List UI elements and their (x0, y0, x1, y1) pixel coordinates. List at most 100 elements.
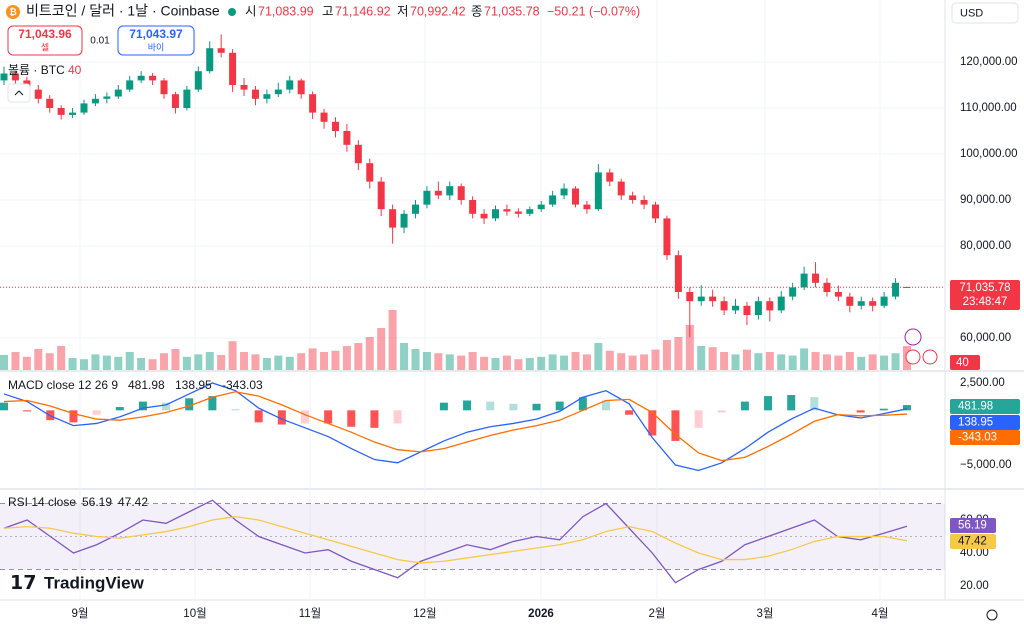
macd-histogram (254, 410, 263, 423)
volume-bar (68, 358, 77, 370)
sell-button[interactable] (7, 25, 83, 56)
h-label: 고 (322, 4, 334, 18)
brand: TradingView (44, 573, 145, 592)
settings-icon[interactable] (986, 609, 998, 621)
volume-bar (697, 346, 706, 370)
candle-body (697, 296, 705, 302)
y-tick-label: 2,500.00 (960, 377, 1005, 389)
candle-body (183, 89, 191, 108)
candle-body (491, 209, 499, 219)
macd-legend-value: -343.03 (222, 378, 263, 392)
countdown: 23:48:47 (963, 296, 1008, 308)
rsi-badge-value: 56.19 (958, 520, 987, 532)
candle-body (274, 89, 282, 95)
rsi-badge-value: 47.42 (958, 536, 987, 548)
buy-price: 71,043.97 (129, 27, 183, 41)
macd-histogram (486, 401, 495, 411)
macd-badge (950, 430, 1020, 445)
candle-body (869, 301, 877, 306)
symbol: 비트코인 / 달러 · 1날 · Coinbase (26, 3, 220, 19)
candle-body (480, 213, 488, 219)
volume-bar (308, 348, 317, 370)
candle-body (446, 186, 454, 196)
currency-button[interactable] (951, 2, 1019, 24)
macd-legend-value: 138.95 (175, 378, 212, 392)
macd-line (3, 391, 908, 462)
macd-histogram (902, 405, 911, 411)
volume-bar (205, 352, 214, 370)
volume-bar (422, 352, 431, 370)
volume-bar (182, 356, 191, 370)
volume-bar (640, 354, 649, 370)
volume-bar (171, 349, 180, 370)
candle-body (537, 204, 545, 210)
volume-bar (468, 352, 477, 370)
macd-histogram (555, 401, 564, 411)
collapse-button[interactable] (7, 83, 31, 103)
volume-bar (228, 341, 237, 370)
volume-bar (400, 343, 409, 370)
candle-body (469, 199, 477, 214)
candle-body (560, 188, 568, 196)
volume-bar (594, 343, 603, 370)
rsi-badge (950, 518, 996, 533)
macd-line (3, 382, 908, 472)
macd-histogram (277, 410, 286, 425)
macd-histogram (0, 402, 8, 411)
candle-body (114, 89, 122, 97)
candle-body (320, 112, 328, 122)
candle-body (206, 48, 214, 72)
y-tick-label: 20.00 (960, 580, 989, 592)
coin-icon-glyph: ₿ (9, 7, 16, 17)
event-icon[interactable] (922, 349, 938, 365)
macd-histogram (439, 402, 448, 411)
o-label: 시 (245, 4, 257, 18)
buy-button[interactable] (117, 25, 195, 56)
volume-bar (891, 353, 900, 370)
volume-bar (342, 346, 351, 370)
rsi-title: RSI 14 close (8, 495, 76, 509)
volume-bar (331, 350, 340, 370)
macd-histogram (138, 401, 147, 411)
volume-bar (434, 353, 443, 370)
volume-bar (502, 355, 511, 370)
candle-body (0, 73, 8, 81)
volume-legend: 볼륨 · BTC (8, 63, 65, 77)
candle-body (46, 98, 54, 108)
candle-body (594, 172, 602, 210)
rsi-line (3, 499, 908, 584)
macd-badge-value: -343.03 (958, 432, 997, 444)
last-price: 71,035.78 (959, 282, 1010, 294)
volume-bar (457, 355, 466, 370)
macd-legend-value: 481.98 (128, 378, 165, 392)
volume-bar (0, 355, 8, 370)
x-tick-label: 2월 (649, 607, 666, 620)
candle-body (754, 301, 762, 315)
macd-histogram (879, 408, 888, 411)
event-icon[interactable] (904, 328, 922, 346)
rsi-band (0, 503, 945, 570)
candle-body (709, 296, 717, 302)
macd-histogram (208, 396, 217, 411)
macd-histogram (324, 410, 333, 424)
volume-bar (251, 354, 260, 370)
volume-bar (125, 352, 134, 370)
candle-body (149, 75, 157, 81)
y-tick-label: 90,000.00 (960, 194, 1011, 206)
macd-histogram (115, 407, 124, 411)
event-icon[interactable] (905, 349, 921, 365)
volume-bar (514, 359, 523, 370)
y-tick-label: −5,000.00 (960, 459, 1011, 471)
market-status (228, 8, 236, 16)
sell-label: 셀 (41, 42, 49, 52)
currency: USD (960, 7, 983, 19)
volume-bar (388, 310, 397, 370)
volume-bar (822, 354, 831, 370)
candle-body (880, 296, 888, 306)
volume-bar (674, 337, 683, 370)
candle-body (720, 301, 728, 311)
volume-bar (731, 354, 740, 370)
